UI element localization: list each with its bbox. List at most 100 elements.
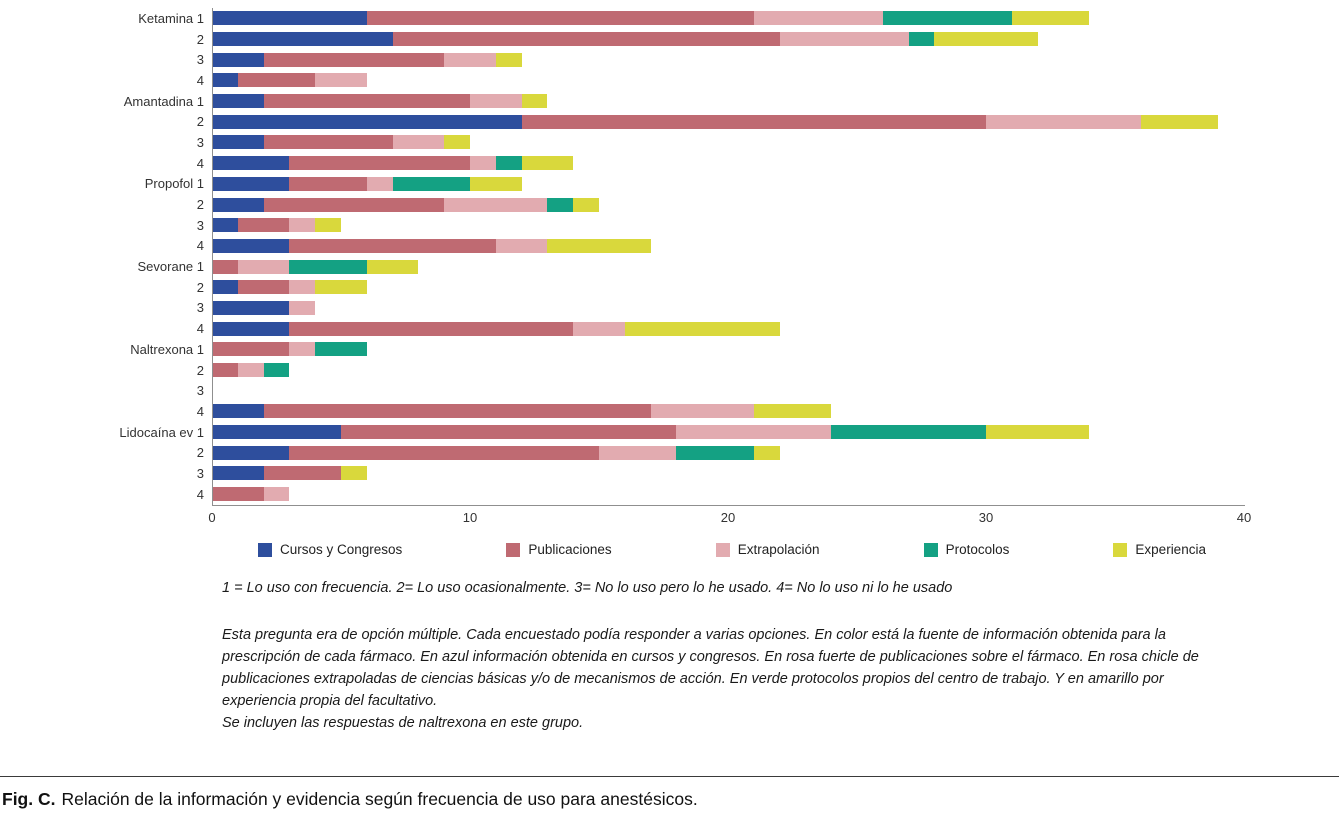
bar-track: [212, 298, 1244, 319]
bar-segment-publicaciones: [237, 280, 290, 295]
bar-row: 3: [0, 298, 1245, 319]
bar-segment-publicaciones: [263, 94, 470, 109]
bar-row: Ketamina 1: [0, 8, 1245, 29]
bar-segment-publicaciones: [212, 342, 290, 357]
bar-track: [212, 339, 1244, 360]
legend-label: Experiencia: [1135, 542, 1206, 557]
bar-row: 3: [0, 132, 1245, 153]
explanation-note: Esta pregunta era de opción múltiple. Ca…: [222, 627, 1199, 709]
bar-track: [212, 256, 1244, 277]
category-label: 4: [196, 321, 204, 337]
bar-segment-extrapolacion: [495, 238, 548, 253]
bar-segment-extrapolacion: [444, 197, 548, 212]
bar-segment-publicaciones: [289, 238, 496, 253]
bar-segment-extrapolacion: [289, 300, 316, 315]
legend-swatch-experiencia: [1113, 542, 1128, 557]
figure-notes: 1 = Lo uso con frecuencia. 2= Lo uso oca…: [222, 578, 1214, 734]
caption-text: Relación de la información y evidencia s…: [61, 789, 698, 809]
bar-row: Propofol 1: [0, 174, 1245, 195]
bar-segment-cursos: [212, 321, 290, 336]
bar-segment-experiencia: [521, 94, 548, 109]
bar-row: 4: [0, 318, 1245, 339]
legend-label: Extrapolación: [737, 542, 820, 557]
bar-segment-publicaciones: [212, 259, 238, 274]
bar-row: 3: [0, 380, 1245, 401]
bar-segment-cursos: [212, 404, 264, 419]
category-label: 3: [196, 217, 204, 233]
category-label: 3: [196, 383, 204, 399]
bar-segment-experiencia: [934, 32, 1038, 47]
bar-segment-protocolos: [289, 259, 367, 274]
bar-segment-publicaciones: [237, 73, 316, 88]
bar-track: [212, 360, 1244, 381]
bar-segment-publicaciones: [289, 321, 574, 336]
legend-label: Publicaciones: [528, 542, 612, 557]
category-label: 4: [196, 486, 204, 502]
bar-track: [212, 153, 1244, 174]
legend-swatch-cursos: [258, 542, 272, 557]
figure-caption: Fig. C. Relación de la información y evid…: [0, 776, 1339, 810]
bar-row: 4: [0, 484, 1245, 505]
bar-segment-publicaciones: [289, 176, 367, 191]
bar-segment-protocolos: [392, 176, 470, 191]
bar-track: [212, 49, 1244, 70]
x-tick-label: 0: [208, 510, 216, 525]
legend-label: Cursos y Congresos: [280, 542, 403, 557]
legend-swatch-extrapolacion: [715, 542, 730, 557]
bar-segment-experiencia: [985, 425, 1090, 440]
category-label: 2: [196, 31, 204, 47]
bar-track: [212, 484, 1244, 505]
bar-segment-cursos: [212, 197, 264, 212]
bar-segment-protocolos: [547, 197, 574, 212]
chart-legend: Cursos y Congresos Publicaciones Extrapola…: [258, 542, 1206, 557]
bar-segment-experiencia: [547, 238, 651, 253]
category-label: 3: [196, 300, 204, 316]
bar-segment-cursos: [212, 32, 393, 47]
bar-segment-extrapolacion: [366, 176, 393, 191]
bar-segment-experiencia: [753, 445, 780, 460]
y-axis-line: [212, 8, 213, 505]
bar-segment-experiencia: [315, 280, 367, 295]
bar-row: 3: [0, 49, 1245, 70]
bar-segment-extrapolacion: [985, 114, 1141, 129]
x-tick-label: 40: [1236, 510, 1252, 525]
bar-segment-cursos: [212, 238, 290, 253]
legend-item: Protocolos: [923, 542, 1009, 557]
bar-track: [212, 277, 1244, 298]
category-label: 2: [196, 279, 204, 295]
bar-segment-experiencia: [624, 321, 780, 336]
bar-row: 2: [0, 442, 1245, 463]
bar-segment-extrapolacion: [237, 259, 290, 274]
x-tick-labels: 0 10 20 30 40: [208, 510, 1251, 528]
bar-track: [212, 236, 1244, 257]
bar-segment-publicaciones: [289, 445, 599, 460]
bar-segment-publicaciones: [263, 135, 393, 150]
bar-segment-publicaciones: [263, 197, 445, 212]
bar-segment-extrapolacion: [263, 487, 290, 502]
bar-track: [212, 111, 1244, 132]
bar-row: 2: [0, 360, 1245, 381]
bar-track: [212, 215, 1244, 236]
bar-segment-cursos: [212, 425, 341, 440]
category-label: 4: [196, 155, 204, 171]
bar-segment-publicaciones: [521, 114, 986, 129]
bar-row: 4: [0, 153, 1245, 174]
bar-segment-cursos: [212, 156, 290, 171]
bar-segment-extrapolacion: [289, 342, 316, 357]
bar-segment-cursos: [212, 94, 264, 109]
caption-label: Fig. C.: [2, 789, 56, 809]
bar-row: 4: [0, 401, 1245, 422]
bar-track: [212, 442, 1244, 463]
bar-segment-publicaciones: [289, 156, 470, 171]
bar-segment-protocolos: [882, 11, 1012, 26]
bar-segment-extrapolacion: [676, 425, 832, 440]
bar-rows: Ketamina 1 2 3 4 Amantadina 1 2 3 4 Propofol 1 2 3…: [0, 8, 1245, 505]
bar-segment-cursos: [212, 218, 238, 233]
bar-track: [212, 70, 1244, 91]
bar-segment-extrapolacion: [779, 32, 909, 47]
category-label: Amantadina 1: [123, 93, 204, 109]
bar-track: [212, 91, 1244, 112]
bar-segment-extrapolacion: [469, 156, 496, 171]
bar-segment-publicaciones: [263, 52, 445, 67]
